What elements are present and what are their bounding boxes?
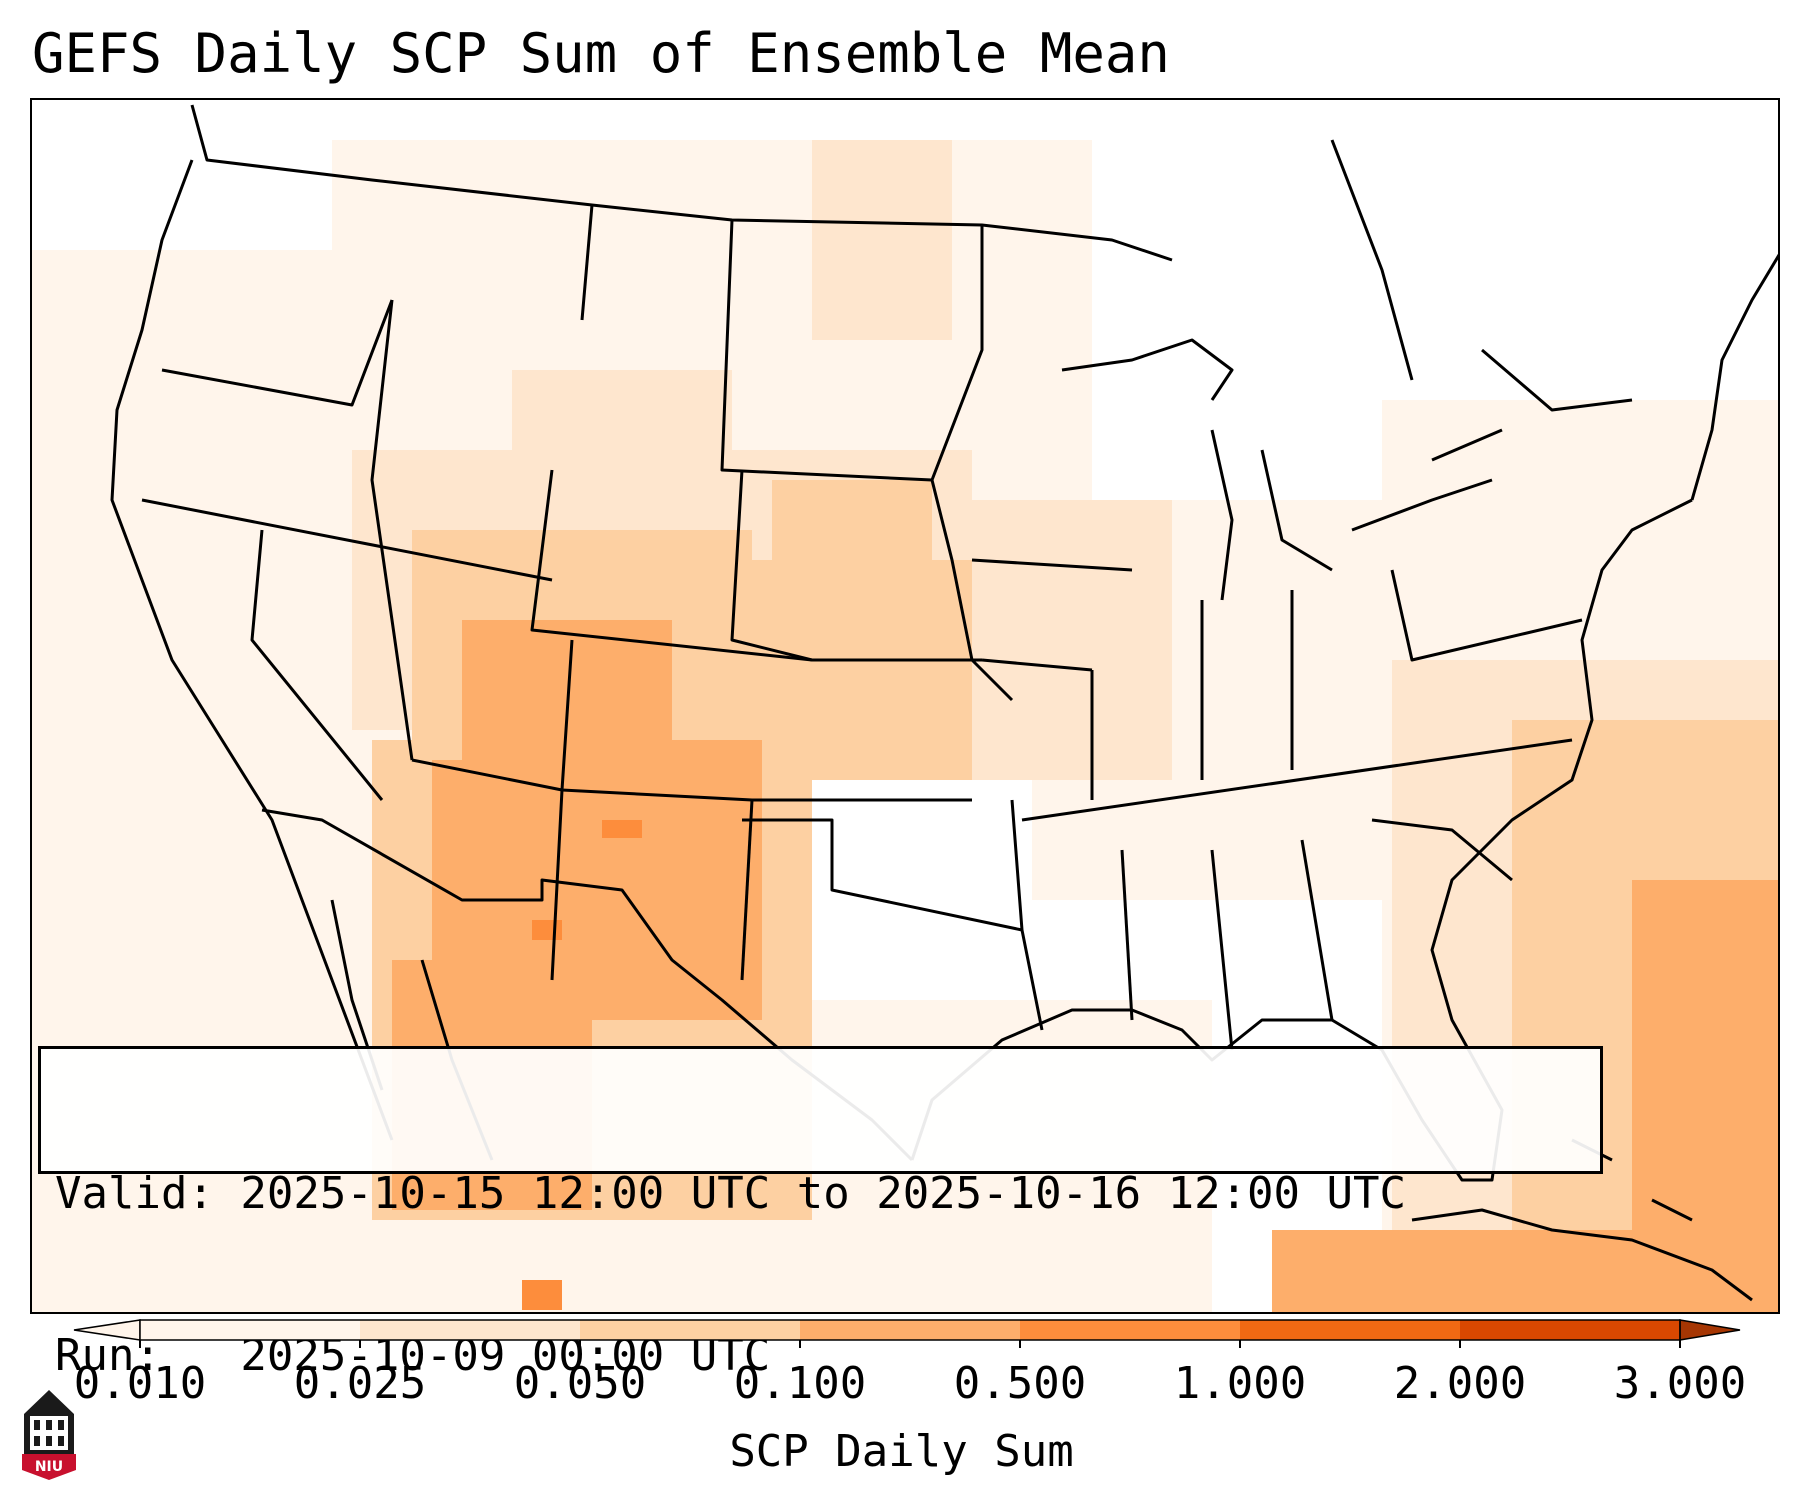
colorbar bbox=[73, 1319, 1741, 1348]
colorbar-segment-6 bbox=[1460, 1320, 1680, 1340]
colorbar-tick-labels: 0.010 0.025 0.050 0.100 0.500 1.000 2.00… bbox=[0, 1356, 1803, 1412]
tick-label-4: 0.500 bbox=[953, 1358, 1087, 1409]
tick-label-3: 0.100 bbox=[733, 1358, 867, 1409]
valid-time-text: Valid: 2025-10-15 12:00 UTC to 2025-10-1… bbox=[55, 1168, 1407, 1219]
niu-logo: NIU bbox=[22, 1390, 76, 1480]
colorbar-segment-0 bbox=[140, 1320, 360, 1340]
colorbar-outline bbox=[139, 1319, 1681, 1341]
colorbar-extend-low bbox=[73, 1319, 141, 1341]
colorbar-segment-4 bbox=[1020, 1320, 1240, 1340]
tick-label-1: 0.025 bbox=[293, 1358, 427, 1409]
colorbar-segment-1 bbox=[360, 1320, 580, 1340]
colorbar-extend-high bbox=[1679, 1319, 1741, 1341]
colorbar-segment-3 bbox=[800, 1320, 1020, 1340]
colorbar-label: SCP Daily Sum bbox=[729, 1426, 1074, 1477]
colorbar-segment-5 bbox=[1240, 1320, 1460, 1340]
scp-shading-peak bbox=[522, 820, 642, 1310]
valid-run-info-box: Valid: 2025-10-15 12:00 UTC to 2025-10-1… bbox=[38, 1046, 1603, 1381]
tick-label-0: 0.010 bbox=[73, 1358, 207, 1409]
tick-label-7: 3.000 bbox=[1613, 1358, 1747, 1409]
logo-text: NIU bbox=[35, 1459, 63, 1475]
tick-label-2: 0.050 bbox=[513, 1358, 647, 1409]
map-title: GEFS Daily SCP Sum of Ensemble Mean bbox=[32, 22, 1170, 85]
tick-label-6: 2.000 bbox=[1393, 1358, 1527, 1409]
colorbar-segment-2 bbox=[580, 1320, 800, 1340]
tick-label-5: 1.000 bbox=[1173, 1358, 1307, 1409]
